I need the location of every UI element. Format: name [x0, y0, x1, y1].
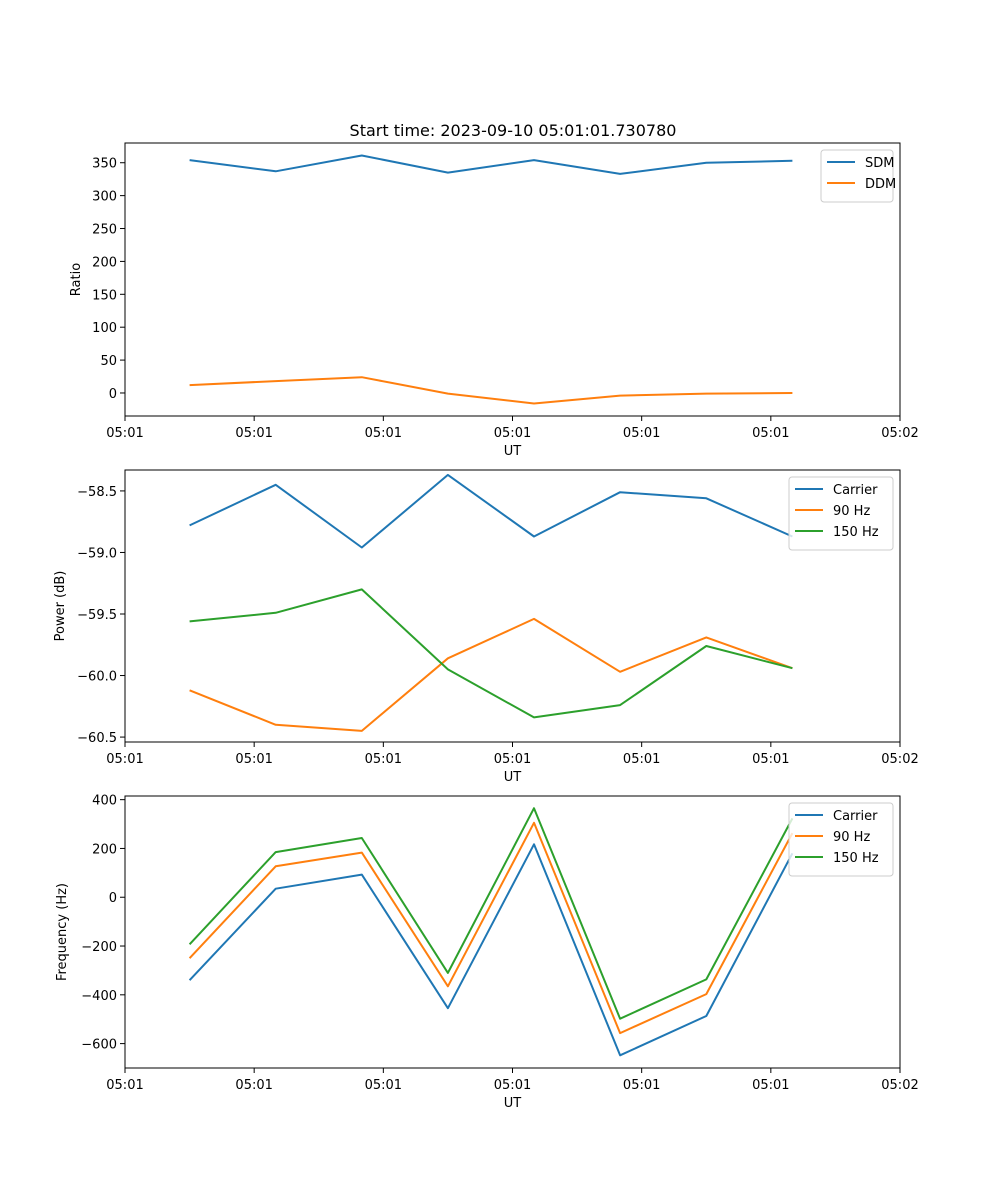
x-tick-label: 05:01 [494, 426, 531, 441]
y-tick-label: 300 [92, 190, 117, 205]
legend-entry: 90 Hz [833, 504, 870, 519]
y-tick-label: 150 [92, 288, 117, 303]
series-line-carrier [189, 473, 793, 549]
y-tick-label: 0 [109, 387, 117, 402]
x-tick-label: 05:01 [235, 426, 272, 441]
series-line-ddm [189, 376, 793, 405]
series-line-150-hz [189, 588, 793, 719]
legend-entry: 150 Hz [833, 851, 879, 866]
x-tick-label: 05:01 [752, 752, 789, 767]
y-tick-label: 0 [109, 891, 117, 906]
x-tick-label: 05:01 [235, 1078, 272, 1093]
legend-entry: DDM [865, 177, 896, 192]
y-tick-label: −59.5 [77, 608, 117, 623]
x-tick-label: 05:01 [365, 1078, 402, 1093]
x-tick-label: 05:01 [623, 1078, 660, 1093]
series-line-carrier [188, 843, 794, 1057]
series-line-90-hz [188, 821, 794, 1035]
y-tick-label: 400 [92, 794, 117, 809]
chart-panel-3: 05:01 05:01 05:01 05:01 05:01 05:01 05:02 −600 −… [55, 794, 919, 1111]
series-line-sdm [189, 154, 793, 175]
x-tick-label: 05:01 [623, 752, 660, 767]
y-tick-label: −600 [81, 1038, 117, 1053]
y-axis-label: Ratio [69, 263, 84, 296]
y-axis-label: Power (dB) [53, 571, 68, 642]
x-tick-label: 05:01 [106, 1078, 143, 1093]
y-tick-label: −60.0 [77, 670, 117, 685]
chart-panel-2: 05:01 05:01 05:01 05:01 05:01 05:01 05:02 −60.5… [53, 469, 919, 785]
x-tick-label: 05:01 [494, 1078, 531, 1093]
y-tick-label: −400 [81, 989, 117, 1004]
y-tick-label: −200 [81, 940, 117, 955]
legend-entry: Carrier [833, 809, 878, 824]
figure-title: Start time: 2023-09-10 05:01:01.730780 [350, 121, 677, 140]
x-tick-label: 05:01 [106, 752, 143, 767]
x-axis-label: UT [504, 1096, 522, 1111]
x-tick-label: 05:01 [235, 752, 272, 767]
x-tick-label: 05:02 [881, 752, 918, 767]
y-tick-label: 200 [92, 255, 117, 270]
x-tick-label: 05:01 [365, 426, 402, 441]
legend-entry: 150 Hz [833, 525, 879, 540]
legend: Carrier 90 Hz 150 Hz [788, 802, 894, 877]
y-tick-label: 200 [92, 842, 117, 857]
legend: Carrier 90 Hz 150 Hz [788, 476, 894, 551]
series-line-150-hz [188, 807, 794, 1020]
series-line-90-hz [189, 617, 793, 732]
axes-frame [124, 795, 901, 1069]
x-tick-label: 05:02 [881, 426, 918, 441]
x-tick-label: 05:01 [623, 426, 660, 441]
x-tick-label: 05:01 [365, 752, 402, 767]
y-tick-label: 50 [100, 354, 117, 369]
y-tick-label: 100 [92, 321, 117, 336]
x-tick-label: 05:01 [752, 426, 789, 441]
chart-panel-1: 05:01 05:01 05:01 05:01 05:01 05:01 05:02 0 50 10… [69, 142, 919, 459]
axes-frame [124, 142, 901, 417]
legend: SDM DDM [820, 149, 896, 203]
legend-entry: 90 Hz [833, 830, 870, 845]
y-axis-label: Frequency (Hz) [55, 883, 70, 981]
x-tick-label: 05:01 [106, 426, 143, 441]
x-axis-label: UT [504, 770, 522, 785]
y-tick-label: −60.5 [77, 731, 117, 746]
x-tick-label: 05:02 [881, 1078, 918, 1093]
y-tick-label: 350 [92, 157, 117, 172]
x-tick-label: 05:01 [752, 1078, 789, 1093]
y-tick-label: −58.5 [77, 485, 117, 500]
x-axis-label: UT [504, 444, 522, 459]
y-tick-label: 250 [92, 223, 117, 238]
legend-entry: Carrier [833, 483, 878, 498]
y-tick-label: −59.0 [77, 546, 117, 561]
axes-frame [124, 469, 901, 743]
x-tick-label: 05:01 [494, 752, 531, 767]
legend-entry: SDM [865, 156, 894, 171]
